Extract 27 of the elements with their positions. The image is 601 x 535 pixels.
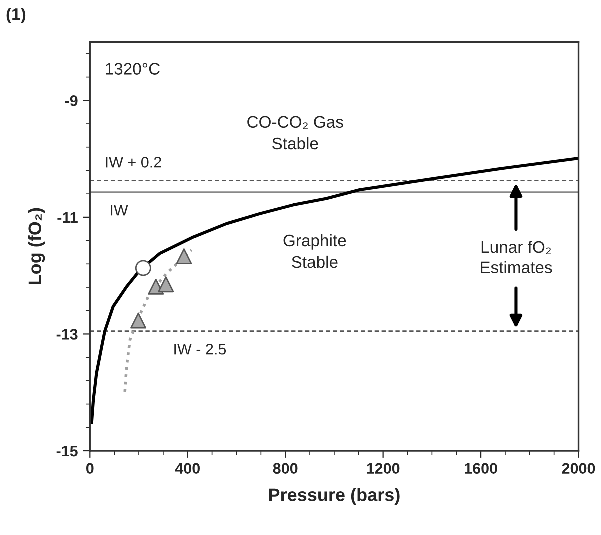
y-tick-label: -15 [56,446,78,457]
x-tick-label: 1200 [367,463,400,474]
x-tick-label: 400 [175,463,200,474]
annotation: Lunar fO₂ Estimates [481,240,552,274]
y-tick-label: -13 [56,329,78,340]
line-series [90,156,579,425]
x-tick-label: 1600 [465,463,498,474]
chart-title: (1) [6,8,26,24]
ref-line-label: IW [111,205,128,216]
ref-line-label: IW + 0.2 [106,157,162,168]
point [135,260,152,276]
annotation: 1320°C [106,63,160,75]
point [176,248,192,265]
annotation: CO-CO₂ Gas Stable [248,116,344,150]
x-tick-label: 2000 [562,463,596,474]
y-tick-label: -9 [65,96,78,106]
y-tick-label: -11 [58,212,78,223]
x-tick-label: 800 [273,463,298,474]
point [148,278,164,295]
point [130,312,146,329]
y-axis-title: Log (fO₂) [28,208,46,285]
x-tick-label: 0 [86,463,94,474]
annotation: Graphite Stable [284,234,346,268]
line-series [124,248,194,394]
ref-line-label: IW - 2.5 [174,344,226,355]
x-axis-title: Pressure (bars) [269,488,400,505]
point [158,276,174,293]
